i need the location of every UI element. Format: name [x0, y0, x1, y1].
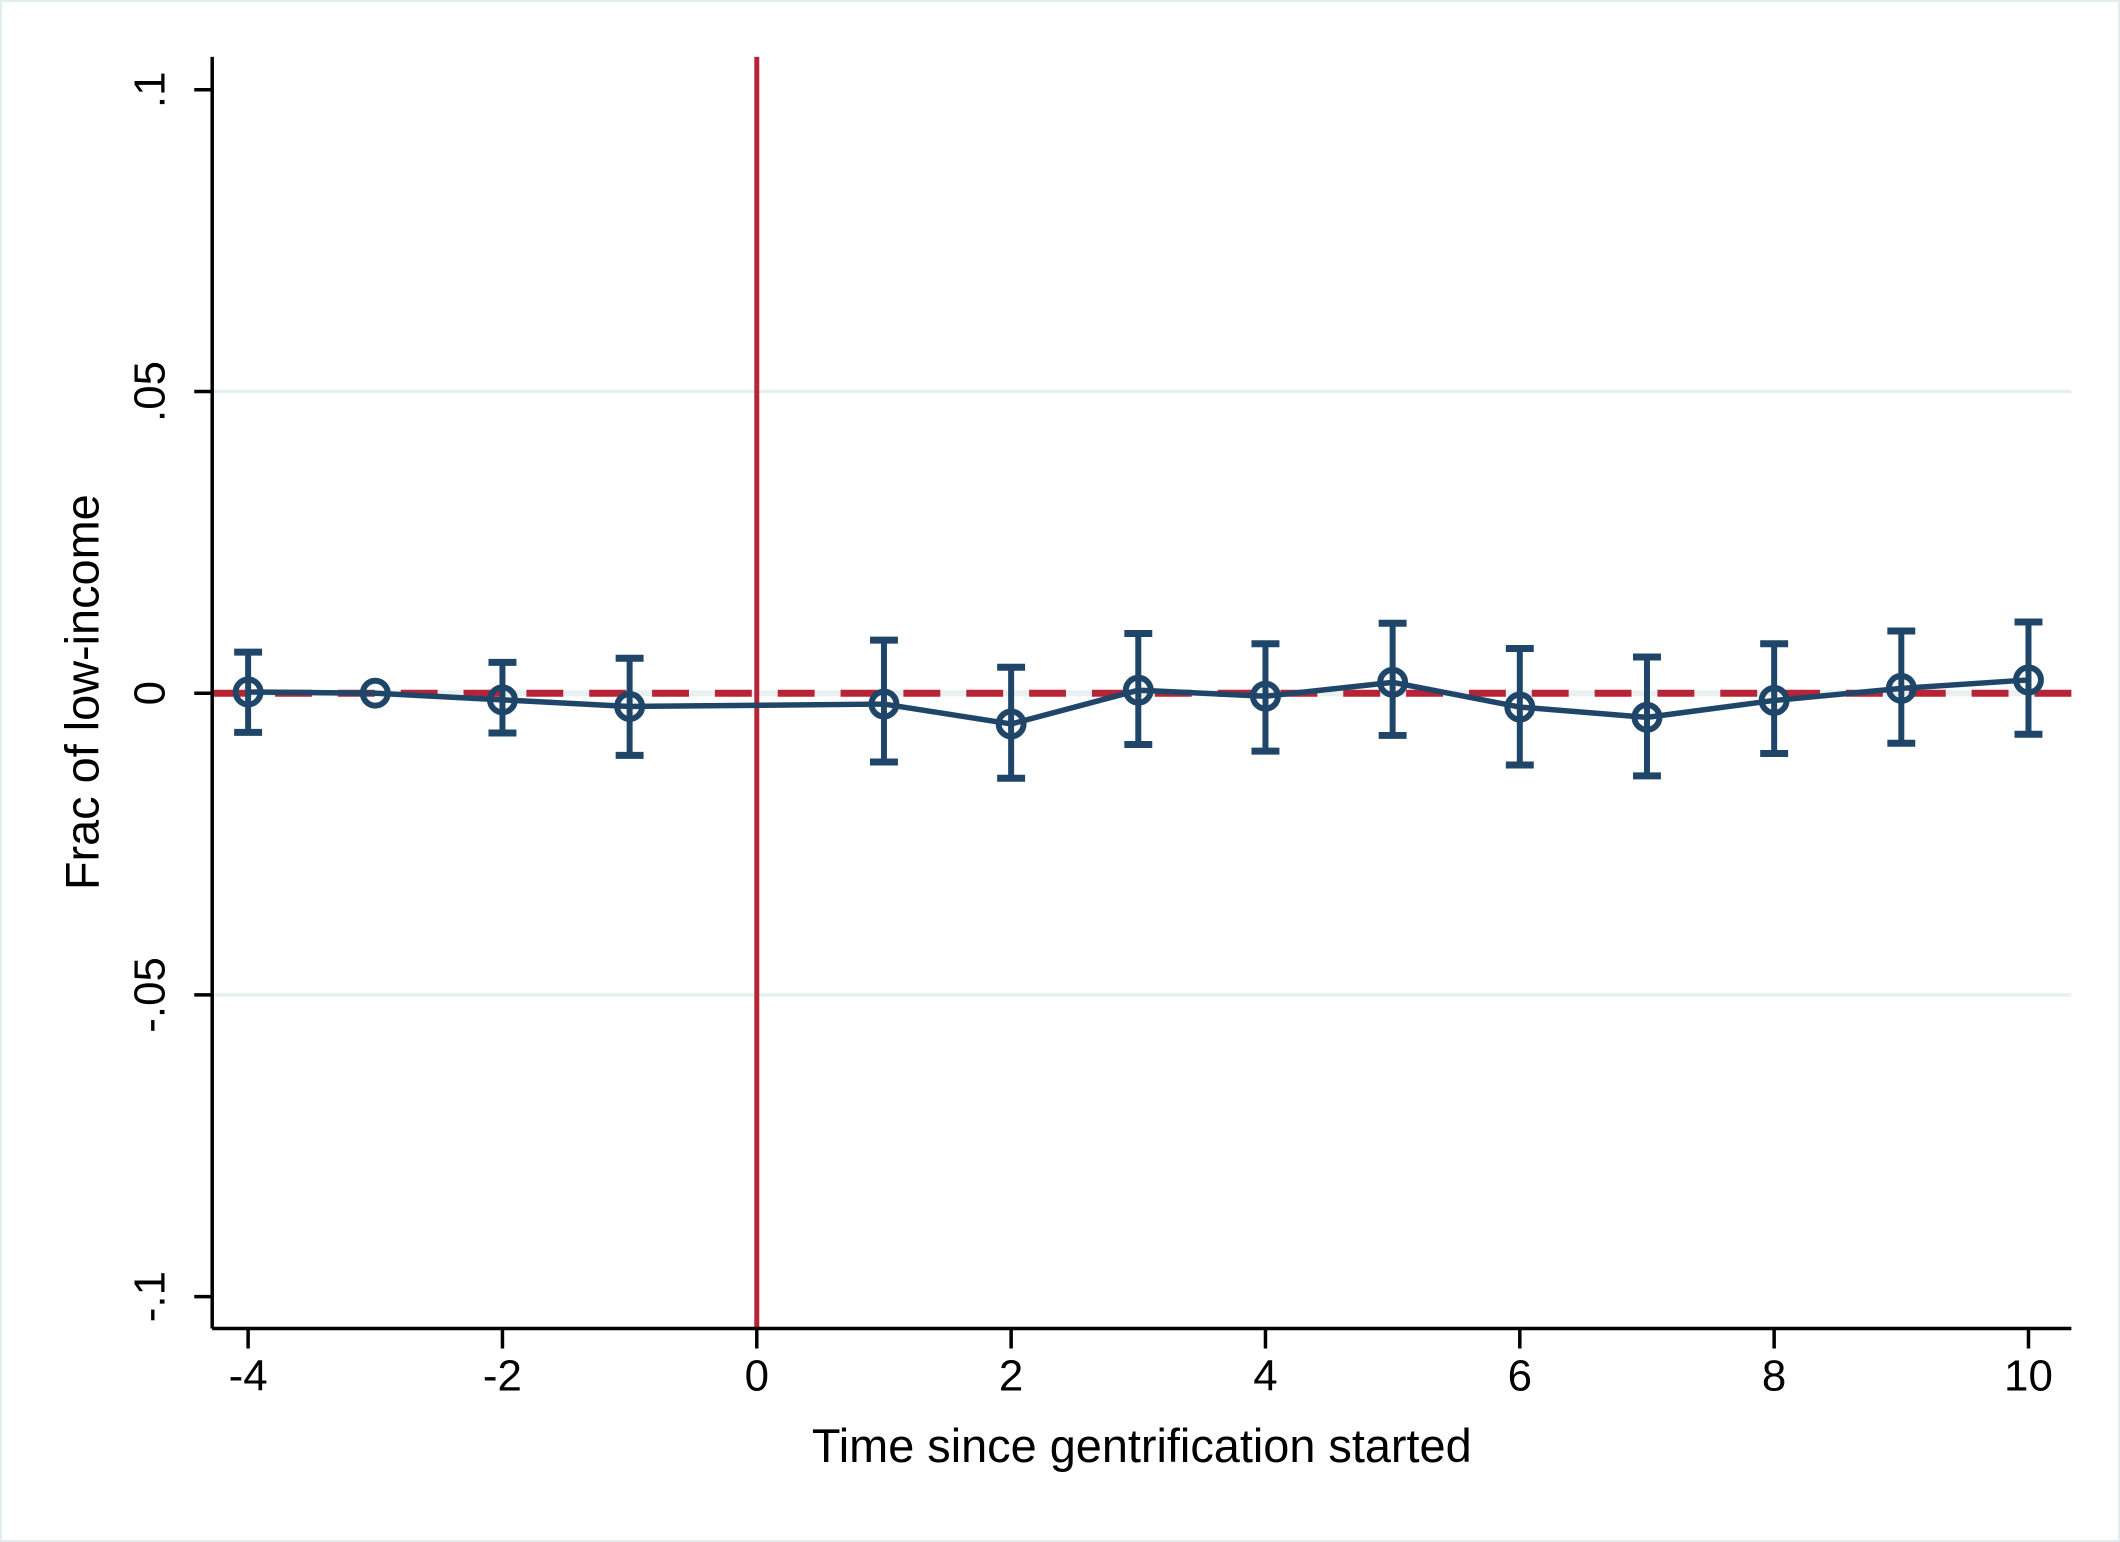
y-tick-label: -.1 [125, 1271, 174, 1322]
data-point-marker [1758, 684, 1790, 716]
y-tick-label: -.05 [125, 957, 174, 1033]
y-axis-title: Frac of low-income [57, 494, 109, 890]
tick-label-layer: .1 .05 0 -.05 -.1 -4 -2 0 2 4 6 8 10 [125, 71, 2053, 1400]
data-point-marker [1631, 701, 1663, 733]
data-point-marker [614, 691, 646, 722]
coefficient-trend-line [248, 677, 2029, 727]
data-point-marker [1377, 666, 1409, 698]
data-point-marker [995, 708, 1027, 740]
data-point-marker [2013, 664, 2044, 696]
y-tick-label: .05 [125, 361, 174, 422]
axes-layer [194, 56, 2072, 1349]
data-point-marker [486, 684, 518, 716]
x-tick-label: -2 [483, 1351, 522, 1400]
x-tick-label: 6 [1508, 1351, 1532, 1400]
data-point-marker [1885, 672, 1917, 704]
x-tick-label: 4 [1253, 1351, 1277, 1400]
x-tick-label: -4 [229, 1351, 268, 1400]
x-tick-label: 10 [2004, 1351, 2053, 1400]
x-tick-label: 8 [1762, 1351, 1786, 1400]
y-tick-label: .1 [125, 71, 174, 108]
data-point-marker [232, 676, 264, 708]
series-layer [232, 618, 2044, 782]
data-point-marker [1504, 691, 1536, 723]
reference-line-layer [212, 56, 2072, 1329]
x-tick-label: 2 [999, 1351, 1023, 1400]
x-axis-title: Time since gentrification started [812, 1420, 1472, 1472]
data-point-marker [1122, 674, 1154, 706]
data-point-marker [1250, 680, 1281, 712]
y-tick-label: 0 [125, 681, 174, 705]
data-point-marker [868, 688, 900, 720]
x-tick-label: 0 [745, 1351, 769, 1400]
data-point-marker [359, 677, 391, 709]
